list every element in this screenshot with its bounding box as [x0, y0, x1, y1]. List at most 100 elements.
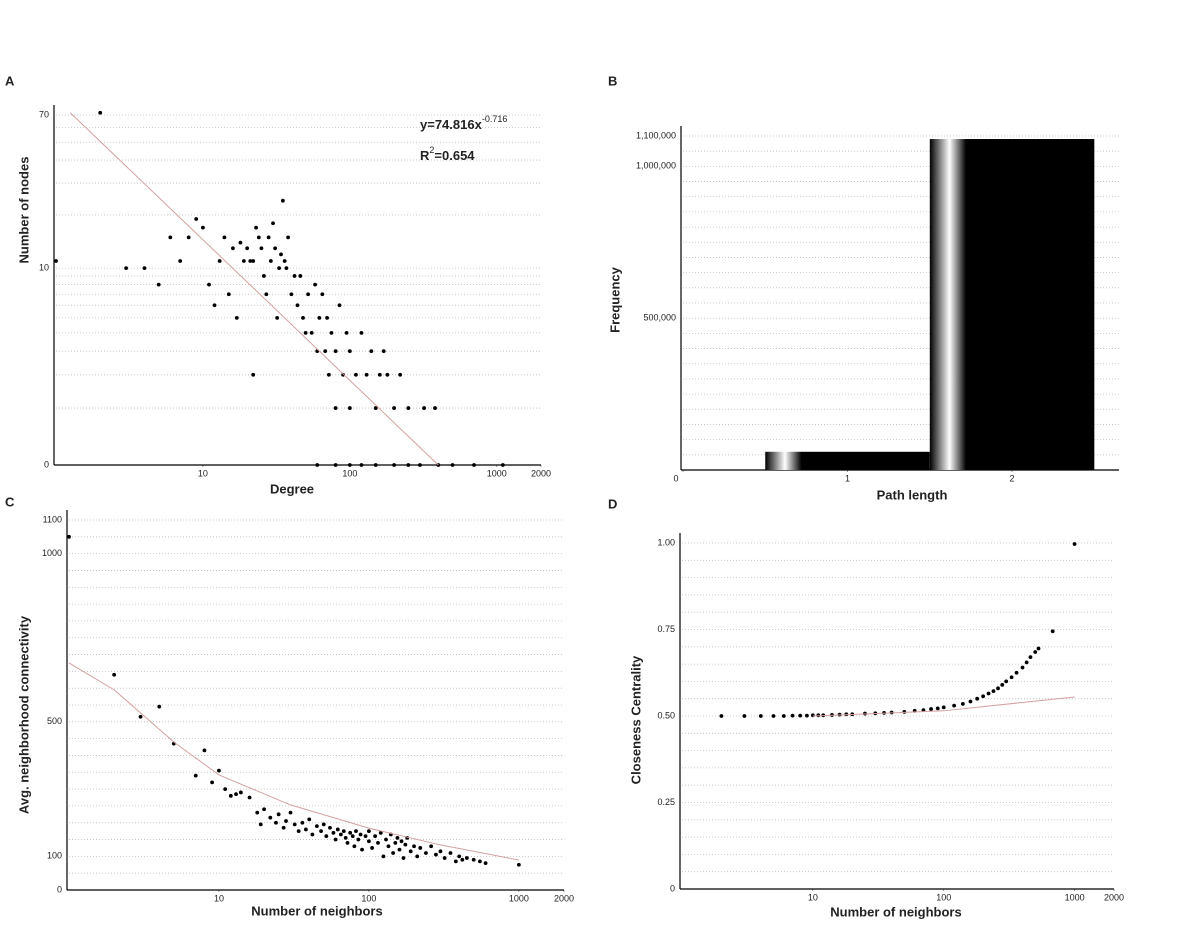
- data-point: [406, 463, 411, 467]
- data-point: [392, 463, 396, 467]
- data-point: [303, 330, 308, 335]
- panel-label: A: [5, 73, 15, 88]
- y-tick-label: 1.00: [657, 537, 675, 547]
- y-axis-title: Frequency: [607, 266, 622, 333]
- data-point: [369, 349, 374, 354]
- y-tick-label: 1100: [43, 514, 62, 524]
- data-point: [296, 829, 301, 834]
- data-point: [333, 349, 338, 354]
- data-point: [935, 706, 940, 711]
- bar: [765, 451, 930, 470]
- data-point: [500, 463, 505, 467]
- data-point: [343, 835, 348, 840]
- data-point: [921, 708, 926, 713]
- data-point: [326, 372, 331, 377]
- data-point: [457, 854, 462, 859]
- x-tick-label: 10: [808, 892, 818, 902]
- data-point: [347, 406, 352, 410]
- data-point: [289, 292, 294, 297]
- data-point: [406, 406, 411, 410]
- data-point: [315, 824, 319, 828]
- y-tick-label: 0.75: [657, 624, 675, 634]
- data-point: [424, 851, 428, 855]
- data-point: [453, 859, 458, 864]
- data-point: [277, 266, 282, 271]
- data-point: [217, 259, 222, 263]
- data-point: [313, 282, 317, 287]
- data-point: [344, 330, 349, 335]
- data-point: [238, 240, 243, 245]
- x-axis-title: Degree: [270, 481, 314, 496]
- x-axis-title: Number of neighbors: [830, 904, 961, 919]
- trend-line: [68, 662, 519, 861]
- data-point: [156, 282, 161, 287]
- data-point: [288, 810, 293, 815]
- x-tick-label: 100: [361, 893, 376, 903]
- data-point: [328, 825, 332, 830]
- data-point: [282, 259, 287, 263]
- data-point: [360, 847, 364, 852]
- data-point: [1033, 650, 1038, 654]
- data-point: [381, 349, 386, 354]
- data-point: [231, 246, 235, 251]
- data-point: [941, 705, 946, 710]
- data-point: [301, 315, 305, 320]
- data-point: [157, 704, 162, 709]
- data-point: [418, 463, 422, 467]
- y-tick-label: 0.50: [657, 710, 675, 720]
- data-point: [280, 198, 285, 203]
- data-point: [168, 235, 173, 240]
- y-tick-label: 100: [47, 851, 62, 861]
- data-point: [178, 259, 183, 263]
- data-point: [202, 748, 207, 753]
- data-point: [264, 292, 269, 297]
- data-point: [364, 372, 369, 377]
- data-point: [279, 252, 283, 257]
- data-point: [321, 822, 326, 827]
- y-axis-title: Avg. neighborhood connectivity: [16, 615, 31, 814]
- data-point: [359, 463, 364, 467]
- data-point: [376, 841, 380, 845]
- data-point: [337, 303, 342, 308]
- data-point: [742, 714, 747, 718]
- data-point: [228, 793, 233, 798]
- data-point: [309, 330, 314, 335]
- data-point: [281, 825, 286, 830]
- data-point: [333, 463, 338, 467]
- data-point: [210, 780, 214, 785]
- data-point: [429, 844, 434, 849]
- annotation-superscript: 2: [429, 145, 434, 155]
- data-point: [392, 406, 396, 410]
- data-point: [67, 534, 71, 539]
- data-point: [929, 707, 933, 711]
- data-point: [412, 844, 416, 849]
- data-point: [317, 315, 322, 320]
- data-point: [354, 372, 358, 377]
- data-point: [347, 463, 352, 467]
- data-point: [448, 851, 453, 855]
- x-tick-label: 1000: [487, 468, 507, 478]
- data-point: [367, 829, 371, 834]
- x-tick-label: 1000: [1065, 892, 1085, 902]
- data-point: [194, 217, 199, 221]
- data-point: [373, 834, 378, 839]
- data-point: [391, 851, 396, 855]
- data-point: [354, 829, 358, 834]
- data-point: [1028, 655, 1033, 660]
- data-point: [719, 714, 724, 718]
- data-point: [401, 856, 406, 860]
- panel-label: C: [5, 494, 15, 509]
- x-tick-label: 10: [214, 893, 224, 903]
- data-point: [325, 315, 329, 320]
- annotation: R2=0.654: [420, 145, 475, 163]
- data-point: [138, 714, 143, 719]
- annotation-text: R: [420, 148, 430, 163]
- data-point: [307, 817, 312, 822]
- data-point: [991, 689, 996, 693]
- data-point: [1004, 679, 1009, 684]
- data-point: [306, 292, 311, 297]
- data-point: [329, 330, 334, 335]
- data-point: [758, 714, 763, 718]
- x-tick-label: 100: [342, 468, 357, 478]
